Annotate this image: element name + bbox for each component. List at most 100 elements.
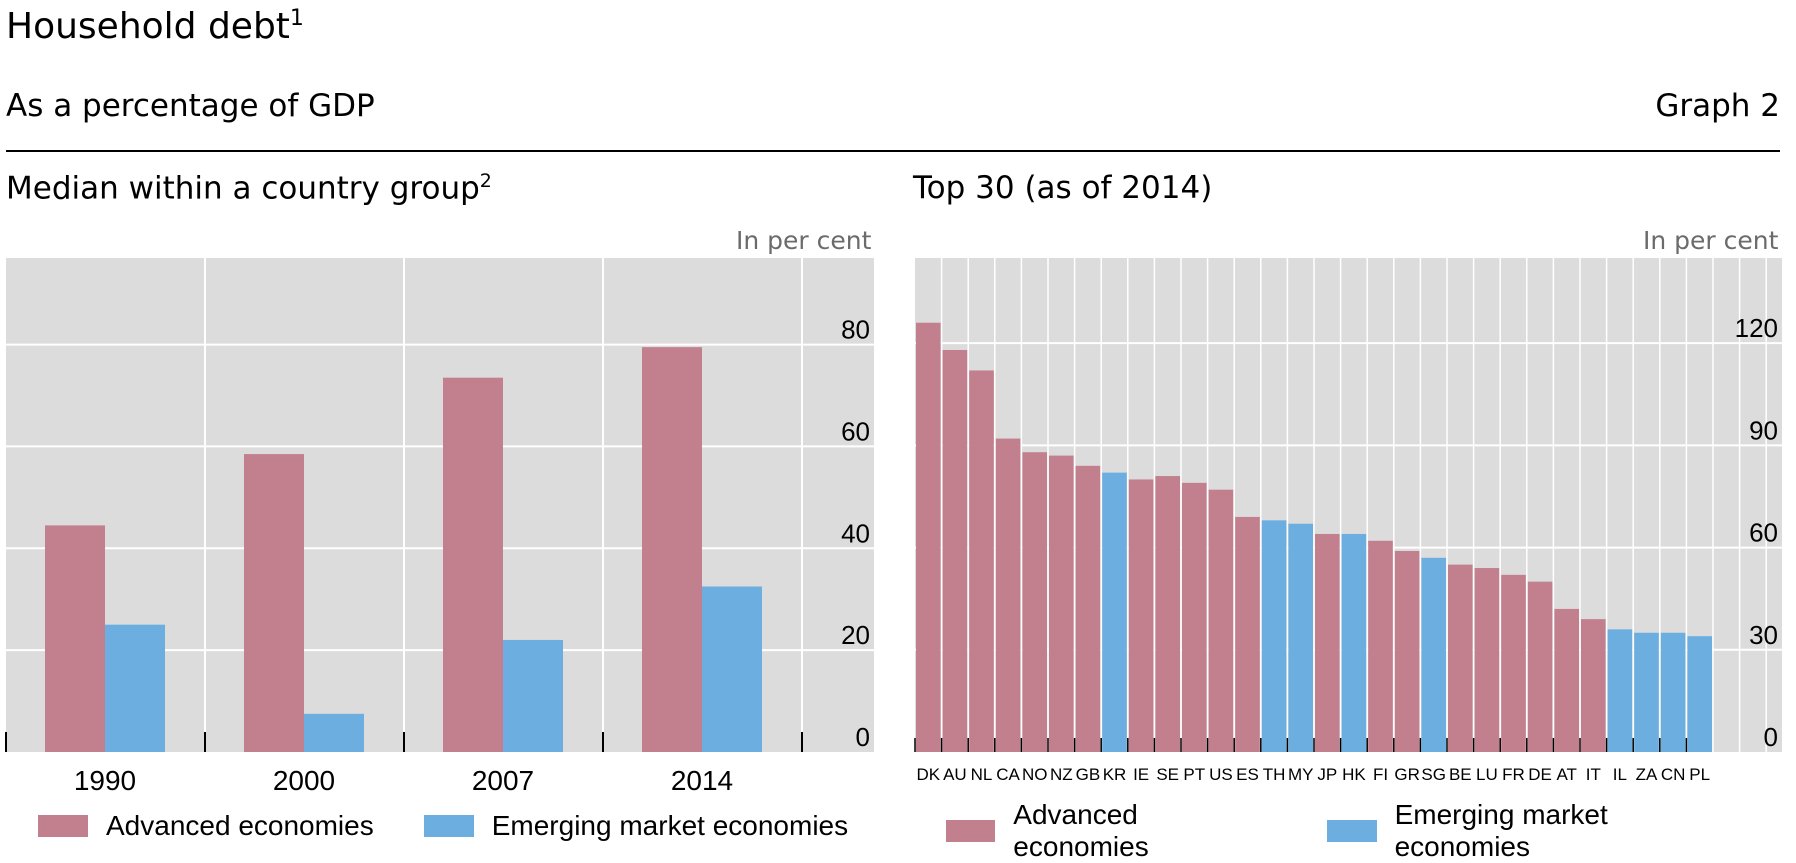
right-x-tick-label: ZA — [1636, 765, 1658, 784]
legend-emerging: Emerging market economies — [423, 810, 848, 842]
left-bar-emerging — [702, 586, 762, 752]
right-y-tick-label: 90 — [1749, 415, 1778, 445]
right-bar — [1687, 636, 1712, 752]
legend-advanced-swatch — [38, 815, 88, 837]
left-y-tick-label: 80 — [841, 315, 870, 345]
right-unit-label: In per cent — [1643, 226, 1779, 255]
legend-emerging-swatch-right — [1327, 820, 1377, 842]
right-legend: Advanced economies Emerging market econo… — [946, 799, 1796, 863]
right-y-tick-label: 0 — [1764, 722, 1778, 752]
right-y-tick-label: 30 — [1749, 620, 1778, 650]
right-bar — [1421, 557, 1446, 752]
right-x-tick-label: NO — [1022, 765, 1048, 784]
right-x-tick-label: TH — [1263, 765, 1286, 784]
right-bar — [1474, 568, 1500, 752]
legend-advanced: Advanced economies — [38, 810, 374, 842]
right-bar — [1235, 516, 1260, 752]
left-bar-advanced — [244, 454, 304, 752]
left-bar-advanced — [443, 377, 503, 752]
right-bar — [1341, 533, 1367, 752]
right-x-tick-label: BE — [1449, 765, 1472, 784]
right-x-tick-label: AU — [943, 765, 967, 784]
right-bar — [1075, 465, 1101, 752]
right-x-tick-label: LU — [1476, 765, 1498, 784]
right-x-tick-label: AT — [1556, 765, 1576, 784]
left-panel-title: Median within a country group2 — [6, 170, 492, 207]
legend-advanced-right: Advanced economies — [946, 799, 1277, 863]
left-bar-emerging — [304, 713, 364, 752]
right-x-tick-label: IE — [1133, 765, 1149, 784]
legend-advanced-swatch-right — [946, 820, 996, 842]
right-x-tick-label: CA — [996, 765, 1020, 784]
legend-emerging-swatch — [423, 815, 474, 837]
right-bar — [1128, 479, 1154, 752]
right-x-tick-label: GR — [1394, 765, 1420, 784]
right-x-tick-label: CN — [1661, 765, 1686, 784]
right-x-tick-label: NZ — [1050, 765, 1073, 784]
right-x-tick-label: FR — [1502, 765, 1525, 784]
right-bar — [1288, 523, 1313, 752]
right-x-tick-label: FI — [1373, 765, 1388, 784]
legend-emerging-label-right: Emerging market economies — [1394, 799, 1608, 862]
right-x-tick-label: SG — [1421, 765, 1446, 784]
left-x-tick-label: 2000 — [273, 765, 335, 796]
right-x-tick-label: GB — [1076, 765, 1101, 784]
legend-emerging-right: Emerging market economies — [1327, 799, 1746, 863]
right-bar — [1261, 520, 1287, 752]
right-y-tick-label: 120 — [1735, 313, 1778, 343]
right-panel-title: Top 30 (as of 2014) — [913, 170, 1213, 206]
left-x-tick-label: 2014 — [671, 765, 733, 796]
right-bar — [942, 349, 968, 752]
right-bar — [1022, 452, 1047, 752]
right-x-tick-label: MY — [1288, 765, 1314, 784]
right-x-tick-label: PT — [1183, 765, 1205, 784]
right-x-tick-label: US — [1209, 765, 1233, 784]
right-x-tick-label: DK — [916, 765, 940, 784]
left-bar-emerging — [503, 639, 563, 752]
left-unit-label: In per cent — [736, 226, 872, 255]
right-bar — [1581, 619, 1606, 752]
right-x-tick-label: HK — [1342, 765, 1366, 784]
right-bar — [1155, 476, 1180, 752]
right-x-tick-label: NL — [971, 765, 993, 784]
right-x-tick-label: KR — [1103, 765, 1127, 784]
right-y-tick-label: 60 — [1749, 518, 1778, 548]
right-bar — [1527, 581, 1553, 752]
right-x-tick-label: IT — [1586, 765, 1601, 784]
left-bar-emerging — [105, 624, 165, 752]
left-y-tick-label: 20 — [841, 620, 870, 650]
header-divider — [6, 150, 1780, 152]
right-x-tick-label: DE — [1528, 765, 1552, 784]
right-bar — [1315, 533, 1340, 752]
graph-label: Graph 2 — [1655, 88, 1780, 124]
right-bar — [1660, 632, 1686, 752]
left-x-tick-label: 2007 — [472, 765, 534, 796]
right-bar — [1394, 550, 1420, 752]
right-bar — [1634, 632, 1659, 752]
right-bar — [1448, 564, 1473, 752]
right-bar — [1368, 540, 1393, 752]
chart-canvas: 1990 2000 2007 2014 0 20 40 60 80 DK AU NL CA NO NZ GB K… — [5, 258, 1782, 796]
right-bar — [1607, 629, 1633, 752]
right-x-tick-label: SE — [1156, 765, 1179, 784]
right-bar — [969, 370, 994, 752]
left-y-tick-label: 0 — [856, 722, 870, 752]
right-bar — [1208, 489, 1234, 752]
right-bar — [1554, 608, 1579, 752]
right-bar — [1182, 482, 1207, 752]
legend-advanced-label: Advanced economies — [106, 810, 374, 841]
right-bar — [1102, 472, 1127, 752]
right-bar — [1501, 574, 1526, 752]
left-legend: Advanced economies Emerging market econo… — [38, 810, 898, 842]
left-bar-advanced — [642, 347, 702, 752]
right-bar — [1049, 455, 1074, 752]
right-bar — [995, 438, 1021, 752]
left-y-tick-label: 40 — [841, 518, 870, 548]
right-x-tick-label: ES — [1236, 765, 1259, 784]
chart-title: Household debt1 — [6, 6, 304, 47]
right-x-tick-label: IL — [1613, 765, 1627, 784]
legend-advanced-label-right: Advanced economies — [1013, 799, 1149, 862]
left-bar-advanced — [45, 525, 105, 752]
chart-subtitle: As a percentage of GDP — [6, 88, 375, 124]
left-x-tick-label: 1990 — [74, 765, 136, 796]
